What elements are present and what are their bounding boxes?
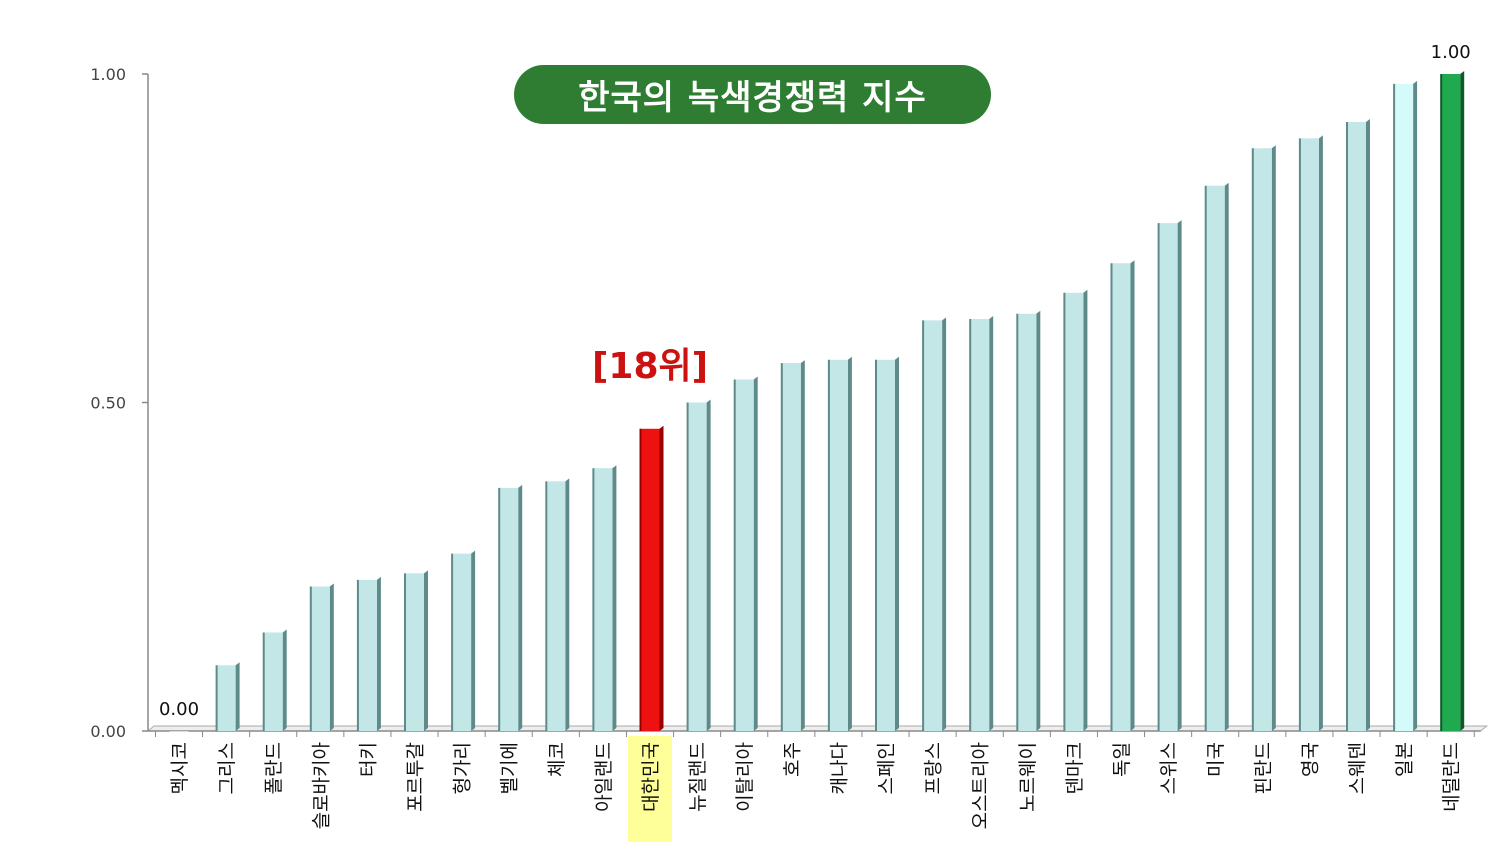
bar-side [282, 629, 287, 731]
bar-side [518, 484, 523, 731]
bar-side [753, 376, 758, 731]
bar [828, 359, 848, 731]
bar [876, 359, 895, 731]
bar [1205, 185, 1225, 731]
bar-side [1271, 145, 1276, 732]
bar [263, 632, 283, 731]
category-label: 스위스 [1158, 742, 1180, 794]
category-label: 스페인 [876, 742, 898, 794]
bar-side [706, 399, 711, 731]
bar [310, 586, 330, 731]
bar-side [942, 317, 947, 731]
bar [1158, 223, 1178, 731]
bar [1347, 121, 1366, 731]
category-label: 네덜란드 [1441, 742, 1463, 812]
category-labels: 멕시코 그리스 폴란드 슬로바키아 터키 포르투갈 헝가리 벨기에 체코 아일랜드 대한민국 뉴질랜드… [169, 736, 1463, 842]
category-label: 헝가리 [452, 742, 474, 794]
bar-side [989, 316, 994, 731]
bar [405, 573, 424, 731]
category-label: 핀란드 [1252, 742, 1274, 794]
bar [452, 553, 472, 731]
category-label: 폴란드 [263, 742, 285, 794]
bar-side [329, 583, 334, 731]
bar-side [847, 356, 852, 731]
bar-side [424, 570, 428, 731]
bar-side [471, 550, 476, 731]
bar [1299, 138, 1319, 732]
category-label: 호주 [781, 742, 803, 777]
bar [1252, 148, 1272, 732]
category-label: 캐나다 [828, 742, 850, 794]
category-label: 덴마크 [1064, 742, 1086, 794]
category-label: 멕시코 [169, 742, 191, 794]
category-label: 벨기에 [499, 742, 521, 794]
category-label: 프랑스 [923, 742, 945, 794]
y-tick-label: 0.00 [90, 722, 126, 741]
bar-side [1130, 260, 1135, 731]
category-label: 스웨덴 [1347, 742, 1369, 794]
bar [1111, 263, 1131, 731]
bar [169, 731, 189, 732]
bar [546, 481, 566, 731]
y-tick-label: 1.00 [90, 65, 126, 84]
category-label: 뉴질랜드 [687, 742, 709, 812]
bar [970, 319, 990, 731]
category-label: 아일랜드 [593, 742, 615, 812]
bar [734, 379, 754, 731]
bar [357, 579, 377, 731]
bar-side [1413, 80, 1418, 732]
bar [1441, 74, 1461, 731]
bar [1394, 83, 1414, 732]
category-label: 대한민국 [640, 742, 662, 812]
bar [1064, 292, 1084, 731]
data-label: 0.00 [159, 699, 199, 720]
category-label: 슬로바키아 [310, 742, 332, 829]
category-label: 포르투갈 [405, 742, 427, 812]
chart-title-banner: 한국의 녹색경쟁력 지수 [514, 65, 991, 124]
bar [923, 320, 943, 731]
bar [499, 487, 519, 731]
bar [640, 428, 660, 731]
bar-side [1366, 118, 1370, 731]
y-tick-label: 0.50 [90, 394, 126, 413]
category-label: 터키 [357, 742, 379, 777]
bar [781, 363, 801, 731]
bar-side [895, 356, 899, 731]
bar-side [565, 478, 570, 731]
bar-side [1318, 135, 1323, 732]
bar-side [1036, 310, 1041, 731]
bar-side [612, 465, 617, 731]
bar-side [235, 662, 240, 731]
category-label: 체코 [546, 742, 568, 777]
category-label: 일본 [1394, 742, 1416, 777]
data-label: 1.00 [1431, 42, 1471, 63]
category-label: 그리스 [216, 742, 238, 794]
category-label: 독일 [1111, 742, 1133, 777]
category-label: 오스트리아 [970, 742, 992, 829]
bars: 0.00 1.00 [159, 42, 1471, 732]
bar-side [1177, 220, 1182, 731]
category-label: 영국 [1299, 742, 1321, 777]
bar [1017, 313, 1037, 731]
bar [687, 402, 707, 731]
bar-side [376, 576, 381, 731]
category-label: 미국 [1205, 742, 1227, 777]
highlight-label-bg [628, 736, 672, 842]
category-label: 이탈리아 [734, 742, 756, 812]
bar [216, 665, 236, 731]
rank-annotation: [18위] [591, 346, 709, 387]
bar [593, 468, 613, 731]
bar-side [659, 425, 664, 731]
bar-side [1083, 289, 1088, 731]
chart-title: 한국의 녹색경쟁력 지수 [578, 78, 927, 118]
bar-side [800, 360, 805, 731]
category-label: 노르웨이 [1017, 742, 1039, 812]
bar-side [1224, 182, 1229, 731]
bar-side [1460, 71, 1465, 731]
